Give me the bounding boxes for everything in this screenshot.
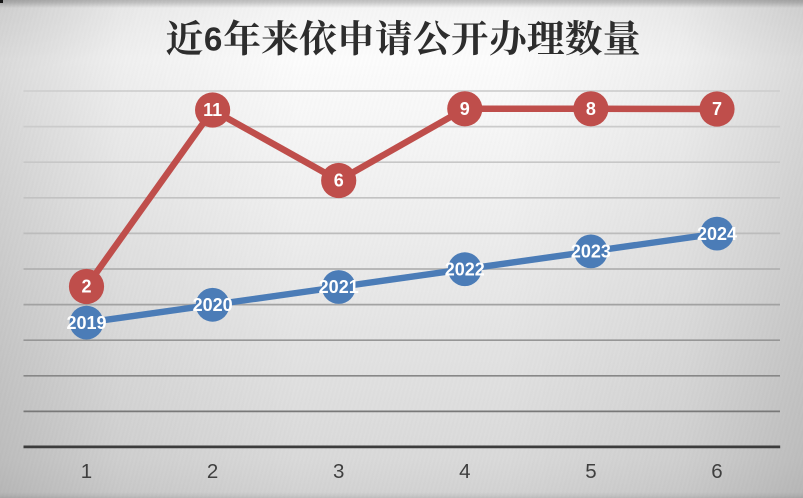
svg-text:2024: 2024: [697, 224, 737, 244]
svg-text:6: 6: [204, 22, 222, 59]
svg-text:2019: 2019: [66, 313, 106, 333]
svg-text:11: 11: [203, 100, 222, 120]
svg-text:2: 2: [81, 277, 91, 297]
svg-text:4: 4: [459, 460, 470, 483]
svg-text:8: 8: [586, 99, 596, 119]
svg-text:1: 1: [81, 460, 92, 483]
svg-text:2023: 2023: [571, 242, 611, 262]
svg-text:6: 6: [334, 171, 344, 191]
svg-text:2020: 2020: [193, 295, 233, 315]
svg-text:3: 3: [333, 460, 344, 483]
svg-text:9: 9: [460, 99, 470, 119]
svg-text:6: 6: [711, 460, 722, 483]
svg-text:2021: 2021: [319, 277, 359, 297]
svg-text:7: 7: [712, 99, 722, 119]
svg-text:2022: 2022: [445, 259, 485, 279]
svg-text:2: 2: [207, 460, 218, 483]
svg-text:5: 5: [585, 460, 596, 483]
